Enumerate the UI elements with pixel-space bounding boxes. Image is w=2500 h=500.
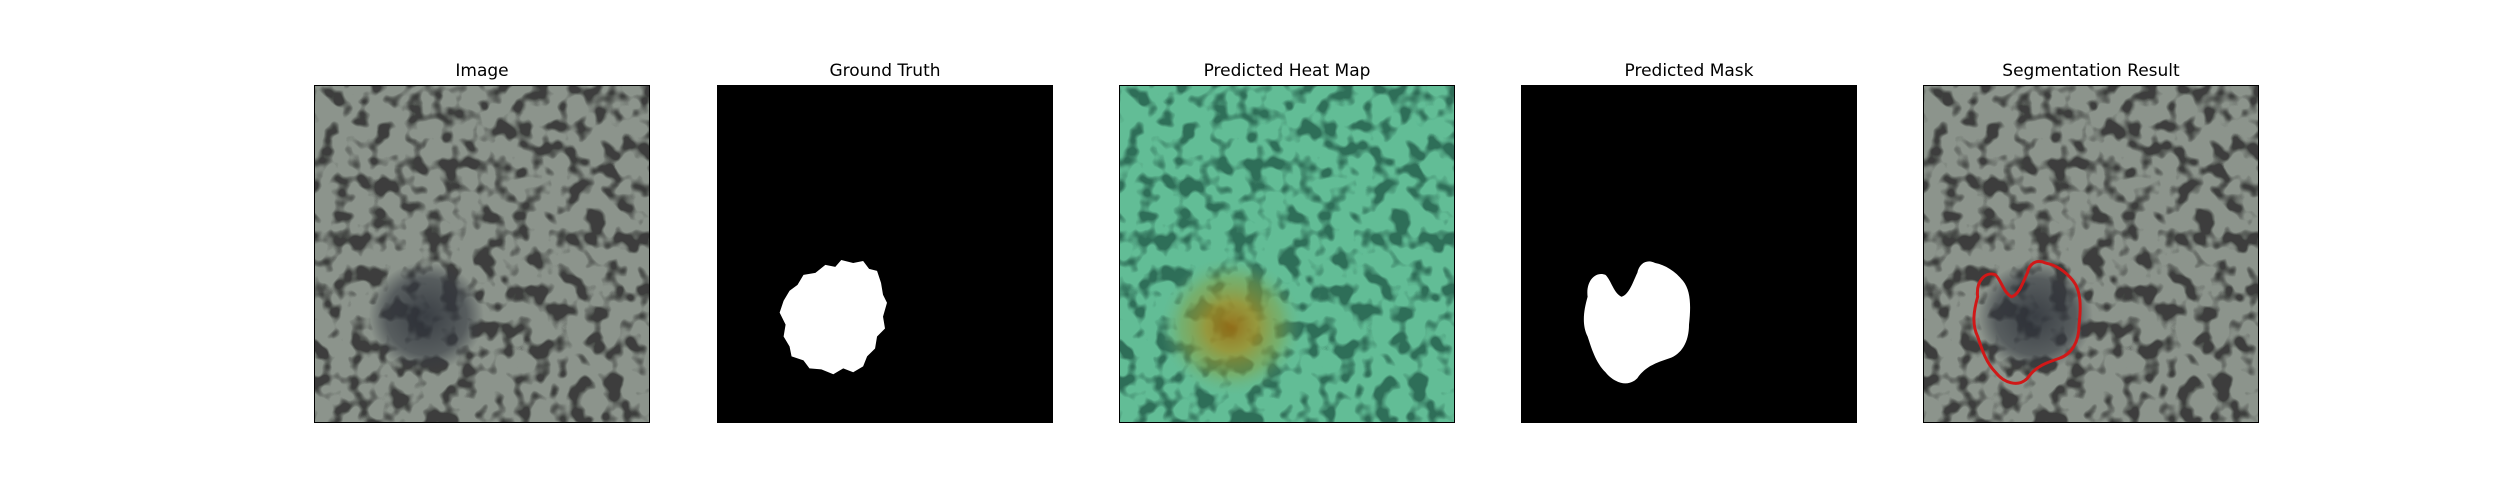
ground-truth-frame bbox=[717, 85, 1053, 423]
defect-region bbox=[1977, 261, 2093, 372]
panel-title: Predicted Mask bbox=[1624, 61, 1754, 81]
mask-region bbox=[1583, 261, 1691, 384]
segmentation-contour bbox=[1972, 259, 2082, 385]
heat-hotspot bbox=[1159, 256, 1303, 397]
panel-title: Predicted Heat Map bbox=[1203, 61, 1371, 81]
panel-title: Image bbox=[455, 61, 509, 81]
texture-image bbox=[315, 86, 649, 422]
defect-region bbox=[368, 261, 484, 372]
heatmap-frame bbox=[1119, 85, 1455, 423]
image-frame bbox=[314, 85, 650, 423]
predicted-mask bbox=[1522, 86, 1856, 422]
panel-title: Ground Truth bbox=[829, 61, 941, 81]
predicted-mask-frame bbox=[1521, 85, 1857, 423]
segmentation-frame bbox=[1923, 85, 2259, 423]
heatmap-image bbox=[1120, 86, 1454, 422]
ground-truth-mask bbox=[718, 86, 1052, 422]
segmentation-image bbox=[1924, 86, 2258, 422]
mask-region bbox=[779, 259, 887, 375]
panel-title: Segmentation Result bbox=[2002, 61, 2180, 81]
